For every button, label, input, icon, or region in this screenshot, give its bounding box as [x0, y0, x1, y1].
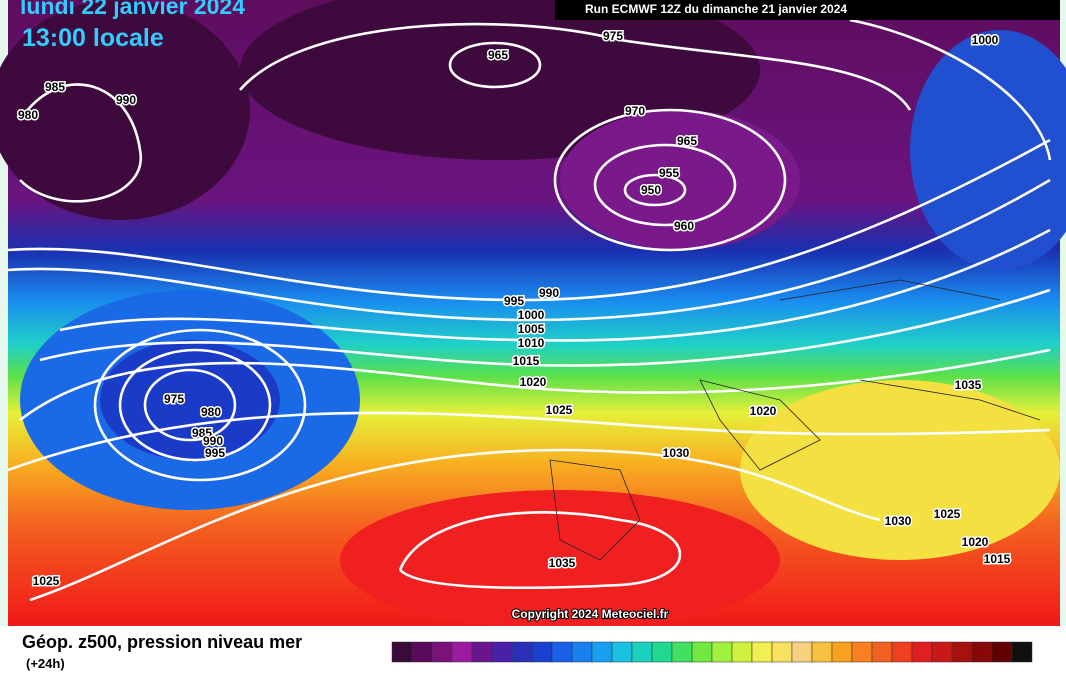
colorbar-swatch	[591, 641, 613, 663]
colorbar-swatch	[571, 641, 593, 663]
isobar-label: 1020	[962, 535, 989, 549]
colorbar-swatch	[471, 641, 493, 663]
isobar-label: 985	[192, 426, 212, 440]
colorbar-swatch	[491, 641, 513, 663]
isobar-label: 990	[203, 434, 223, 448]
isobar-label: 1025	[33, 574, 60, 588]
isobar-label: 970	[625, 104, 645, 118]
colorbar-swatch	[811, 641, 833, 663]
isobar-label: 1000	[518, 308, 545, 322]
isobar-label: 1000	[972, 33, 999, 47]
isobar-label: 1035	[955, 378, 982, 392]
colorbar-swatch	[611, 641, 633, 663]
colorbar-swatch	[451, 641, 473, 663]
colorbar-swatch	[991, 641, 1013, 663]
isobar-label: 1030	[663, 446, 690, 460]
isobar-label: 1015	[984, 552, 1011, 566]
footer-title: Géop. z500, pression niveau mer	[22, 632, 302, 652]
colorbar-swatch	[931, 641, 953, 663]
isobar-label: 1005	[518, 322, 545, 336]
colorbar	[391, 641, 1033, 663]
colorbar-swatch	[831, 641, 853, 663]
colorbar-swatch	[431, 641, 453, 663]
isobar-label: 955	[659, 166, 679, 180]
isobar-label: 1020	[750, 404, 777, 418]
colorbar-swatch	[891, 641, 913, 663]
isobar-label: 975	[164, 392, 184, 406]
isobar-label: 980	[201, 405, 221, 419]
isobar-label: 1015	[513, 354, 540, 368]
colorbar-swatch	[531, 641, 553, 663]
isobar-label: 1025	[934, 507, 961, 521]
isobar-label: 985	[45, 80, 65, 94]
colorbar-swatch	[1011, 641, 1033, 663]
lead-time: (+24h)	[26, 656, 65, 671]
colorbar-swatch	[911, 641, 933, 663]
colorbar-swatch	[951, 641, 973, 663]
colorbar-swatch	[651, 641, 673, 663]
colorbar-swatch	[411, 641, 433, 663]
colorbar-swatch	[971, 641, 993, 663]
time: 13:00 locale	[22, 24, 164, 52]
colorbar-swatch	[731, 641, 753, 663]
run-info: Run ECMWF 12Z du dimanche 21 janvier 202…	[585, 2, 847, 16]
isobar-label: 980	[18, 108, 38, 122]
colorbar-swatch	[631, 641, 653, 663]
isobar-label: 990	[116, 93, 136, 107]
isobar-label: 995	[504, 294, 524, 308]
colorbar-swatch	[771, 641, 793, 663]
isobar-label: 965	[488, 48, 508, 62]
isobar-label: 960	[674, 219, 694, 233]
isobar-label: 1010	[518, 336, 545, 350]
map	[0, 0, 1066, 630]
colorbar-swatch	[751, 641, 773, 663]
colorbar-swatch	[391, 641, 413, 663]
colorbar-swatch	[551, 641, 573, 663]
isobar-label: 1020	[520, 375, 547, 389]
isobar-label: 1035	[549, 556, 576, 570]
copyright: Copyright 2024 Meteociel.fr	[512, 607, 669, 621]
isobar-label: 965	[677, 134, 697, 148]
isobar-label: 995	[205, 446, 225, 460]
colorbar-swatch	[511, 641, 533, 663]
date: lundi 22 janvier 2024	[20, 0, 245, 19]
isobar-label: 950	[641, 183, 661, 197]
isobar-label: 1030	[885, 514, 912, 528]
colorbar-swatch	[691, 641, 713, 663]
isobar-label: 975	[603, 29, 623, 43]
colorbar-swatch	[711, 641, 733, 663]
colorbar-swatch	[871, 641, 893, 663]
isobar-label: 990	[539, 286, 559, 300]
colorbar-swatch	[851, 641, 873, 663]
colorbar-swatch	[791, 641, 813, 663]
isobar-label: 1025	[546, 403, 573, 417]
colorbar-swatch	[671, 641, 693, 663]
